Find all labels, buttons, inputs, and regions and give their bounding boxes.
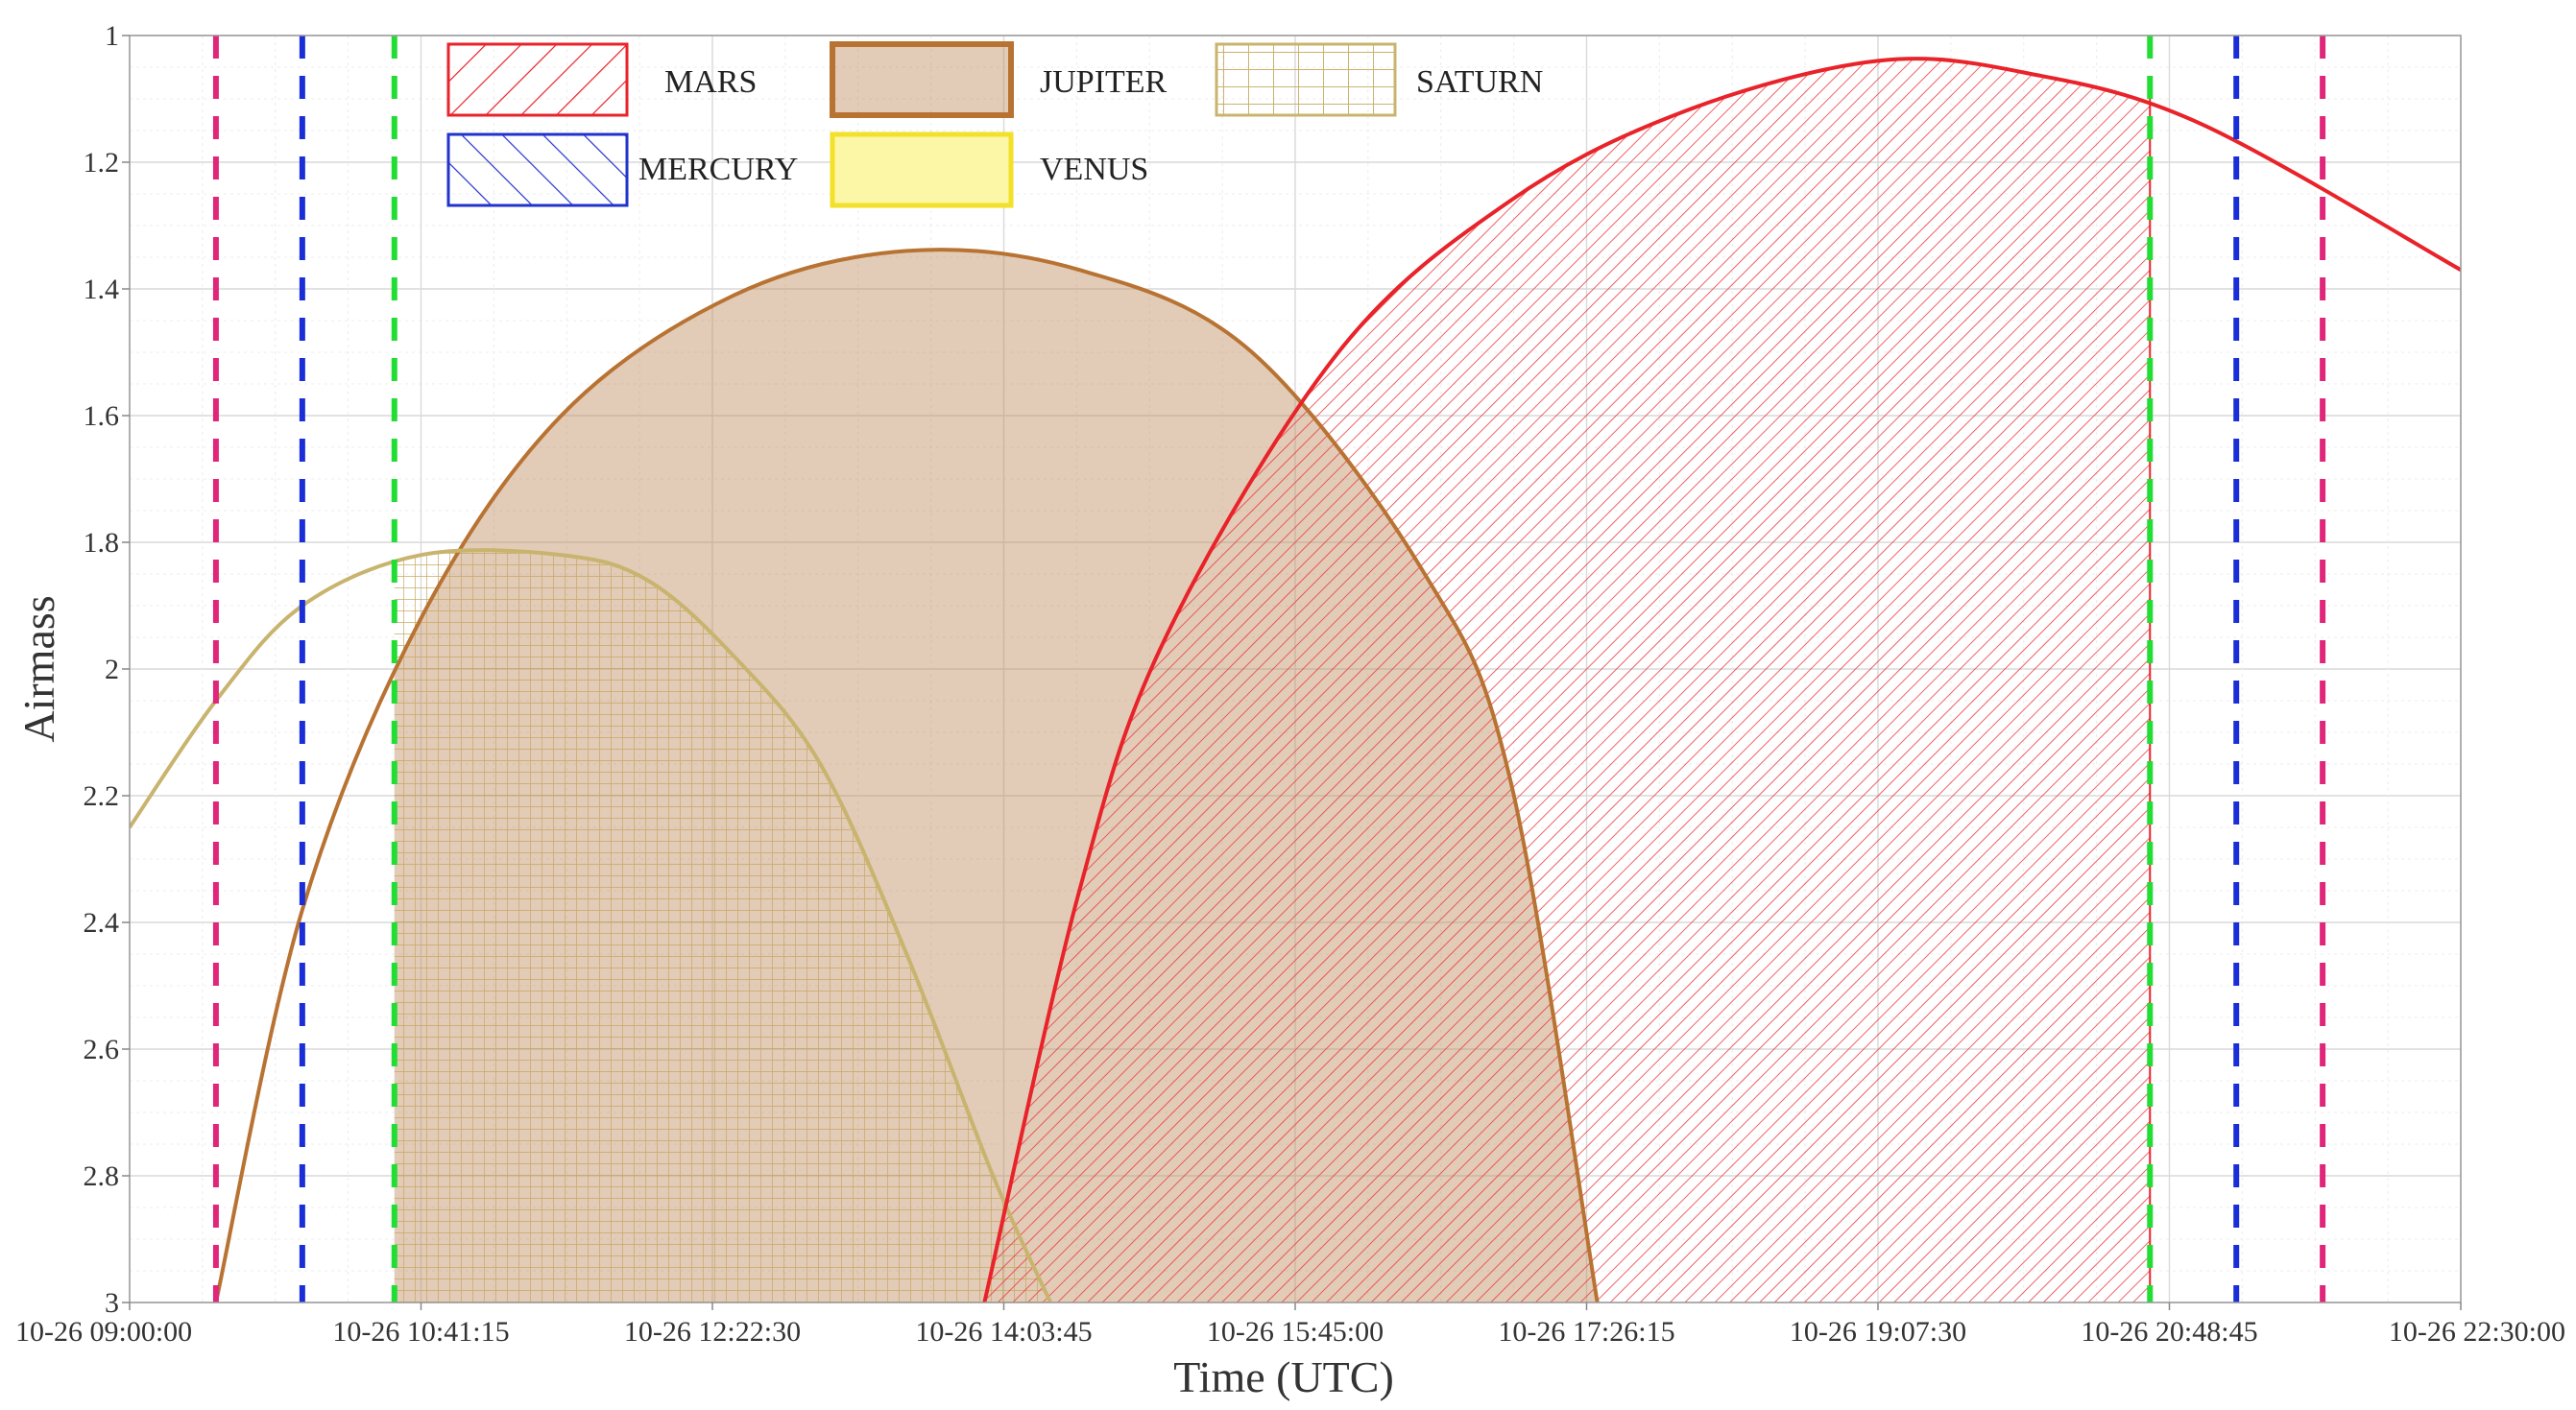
x-tick-label: 10-26 19:07:30 [1790, 1316, 1966, 1348]
x-tick-label: 10-26 15:45:00 [1207, 1316, 1384, 1348]
x-tick-label: 10-26 20:48:45 [2081, 1316, 2257, 1348]
x-tick-label: 10-26 09:00:00 [15, 1316, 192, 1348]
y-tick-label: 1 [105, 20, 119, 52]
saturn-shaded-area [394, 550, 1051, 1302]
mars-shaded-area [984, 59, 2151, 1302]
shaded-regions [394, 59, 2151, 1302]
x-tick-label: 10-26 12:22:30 [624, 1316, 801, 1348]
jupiter-airmass-curve [213, 248, 1600, 1302]
y-axis-title: Airmass [14, 595, 63, 742]
y-tick-label: 1.2 [84, 147, 120, 179]
y-tick-label: 3 [105, 1287, 119, 1319]
y-tick-label: 2.8 [84, 1160, 120, 1192]
x-tick-label: 10-26 17:26:15 [1498, 1316, 1674, 1348]
legend: MARS JUPITER SATURN MERCURY VENUS [446, 41, 1543, 208]
legend-label-venus: VENUS [1040, 152, 1148, 187]
mars-airmass-curve [982, 57, 2461, 1302]
legend-swatch-venus [830, 131, 1014, 208]
legend-swatch-mars [446, 42, 629, 117]
y-tick-label: 1.4 [84, 274, 120, 305]
x-axis-title: Time (UTC) [1173, 1352, 1394, 1401]
y-tick-label: 2 [105, 654, 119, 685]
saturn-airmass-curve [130, 548, 1053, 1302]
y-tick-label: 2.6 [84, 1034, 120, 1065]
legend-label-mars: MARS [664, 64, 757, 100]
x-tick-label: 10-26 14:03:45 [915, 1316, 1092, 1348]
y-tick-label: 2.2 [84, 780, 120, 812]
legend-label-mercury: MERCURY [638, 152, 798, 187]
legend-swatch-mercury [446, 132, 629, 207]
legend-label-saturn: SATURN [1416, 64, 1543, 100]
y-tick-label: 2.4 [84, 907, 120, 939]
y-tick-label: 1.6 [84, 400, 120, 432]
legend-swatch-saturn [1215, 42, 1397, 117]
x-tick-label: 10-26 10:41:15 [332, 1316, 509, 1348]
legend-label-jupiter: JUPITER [1040, 64, 1168, 100]
x-tick-label: 10-26 22:30:00 [2389, 1316, 2565, 1348]
event-markers [212, 36, 2326, 1302]
x-tick-labels: 10-26 09:00:00 10-26 10:41:15 10-26 12:22:… [15, 1302, 2565, 1348]
legend-swatch-jupiter [830, 41, 1014, 118]
y-tick-labels: 1 1.2 1.4 1.6 1.8 2 2.2 2.4 2.6 2.8 3 [84, 20, 130, 1319]
y-tick-label: 1.8 [84, 527, 120, 559]
